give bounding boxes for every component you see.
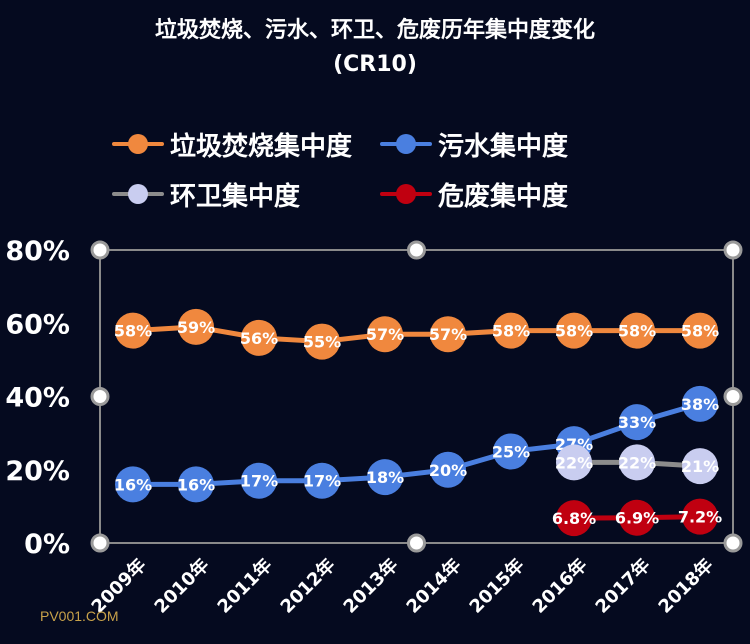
resize-handle (90, 533, 110, 553)
legend-symbol-sewage (380, 134, 432, 154)
x-tick-label: 2017年 (591, 554, 655, 618)
data-label-sewage: 33% (618, 413, 656, 432)
data-label-waste-incineration: 59% (177, 318, 215, 337)
resize-handle (723, 533, 743, 553)
data-point-sanitation (556, 444, 592, 481)
series-sewage: 16%16%17%17%18%20%25%27%33%38% (114, 385, 719, 503)
chart-title-line1: 垃圾焚烧、污水、环卫、危废历年集中度变化 (154, 18, 595, 43)
y-tick-label: 80% (5, 236, 70, 267)
x-tick-label: 2018年 (654, 554, 718, 618)
data-label-waste-incineration: 58% (555, 322, 593, 341)
data-point-waste-incineration (241, 319, 277, 356)
data-point-sanitation (682, 448, 718, 485)
data-point-hazardous-waste (556, 500, 592, 537)
data-point-sewage (619, 404, 655, 441)
legend-symbol-sanitation (112, 184, 164, 204)
data-label-sewage: 20% (429, 461, 467, 480)
series-waste-incineration: 58% 59% 56% 55% 57% 57% 58% 58% 58% 58% (114, 308, 719, 360)
data-label-sewage: 16% (114, 475, 152, 494)
data-point-waste-incineration (493, 312, 529, 349)
y-tick-label: 40% (5, 383, 70, 414)
resize-handle (723, 240, 743, 260)
data-label-sanitation: 22% (555, 453, 593, 472)
legend-item-waste-incineration[interactable]: 垃圾焚烧集中度 (112, 124, 352, 164)
data-label-waste-incineration: 57% (429, 325, 467, 344)
watermark: PV001.COM (40, 608, 119, 624)
data-point-sewage (367, 459, 403, 496)
data-label-hazardous-waste: 7.2% (678, 508, 722, 527)
data-label-waste-incineration: 55% (303, 333, 341, 352)
data-label-waste-incineration: 58% (618, 322, 656, 341)
data-point-waste-incineration (115, 312, 151, 349)
resize-handle (407, 240, 426, 260)
resize-handle (90, 387, 110, 406)
data-point-sewage (430, 451, 466, 488)
resize-handle (407, 533, 426, 553)
data-point-waste-incineration (556, 312, 592, 349)
series-sanitation: 22% 22% 21% (555, 444, 719, 485)
data-label-waste-incineration: 58% (492, 322, 530, 341)
x-tick-label: 2015年 (465, 554, 529, 618)
series-hazardous-waste: 6.8% 6.9% 7.2% (552, 498, 722, 537)
data-label-sanitation: 22% (618, 453, 656, 472)
legend-label-waste-incineration: 垃圾焚烧集中度 (170, 131, 353, 162)
y-tick-label: 60% (5, 309, 70, 340)
x-tick-label: 2010年 (150, 554, 214, 618)
resize-handle (90, 240, 110, 260)
legend-item-hazardous-waste[interactable]: 危废集中度 (380, 174, 568, 214)
data-label-sewage: 17% (303, 472, 341, 491)
data-label-sanitation: 21% (681, 457, 719, 476)
chart-title-line2: (CR10) (333, 52, 417, 77)
data-point-hazardous-waste (619, 499, 655, 536)
data-point-waste-incineration (619, 312, 655, 349)
data-label-sewage: 25% (492, 442, 530, 461)
data-point-hazardous-waste (682, 498, 718, 535)
x-tick-label: 2011年 (213, 554, 277, 618)
resize-handle (723, 387, 743, 406)
data-point-waste-incineration (430, 316, 466, 353)
legend-label-sanitation: 环卫集中度 (170, 181, 301, 212)
data-label-waste-incineration: 56% (240, 329, 278, 348)
data-point-sanitation (619, 444, 655, 481)
legend-label-sewage: 污水集中度 (438, 131, 569, 162)
data-point-waste-incineration (304, 323, 340, 360)
data-point-sewage (178, 466, 214, 503)
data-label-waste-incineration: 58% (681, 322, 719, 341)
data-label-sewage: 16% (177, 475, 215, 494)
series-line-waste-incineration (132, 324, 700, 345)
data-label-waste-incineration: 57% (366, 325, 404, 344)
data-point-sewage (115, 466, 151, 503)
x-tick-label: 2012年 (276, 554, 340, 618)
data-point-sewage (682, 385, 718, 422)
data-label-waste-incineration: 58% (114, 322, 152, 341)
legend-item-sanitation[interactable]: 环卫集中度 (112, 174, 300, 214)
x-tick-label: 2014年 (402, 554, 466, 618)
x-tick-label: 2016年 (528, 554, 592, 618)
data-label-hazardous-waste: 6.9% (615, 509, 659, 528)
data-point-waste-incineration (178, 308, 214, 345)
data-point-sewage (241, 462, 277, 499)
data-point-sewage (493, 433, 529, 470)
data-label-hazardous-waste: 6.8% (552, 509, 596, 528)
y-tick-label: 0% (24, 529, 70, 560)
legend-item-sewage[interactable]: 污水集中度 (380, 124, 568, 164)
legend-symbol-waste-incineration (112, 134, 164, 154)
legend-symbol-hazardous-waste (380, 184, 432, 204)
legend-label-hazardous-waste: 危废集中度 (438, 181, 569, 212)
x-tick-label: 2013年 (339, 554, 403, 618)
data-point-waste-incineration (682, 312, 718, 349)
data-label-sewage: 18% (366, 468, 404, 487)
y-tick-label: 20% (5, 456, 70, 487)
data-point-sewage (304, 462, 340, 499)
series-line-sewage (133, 401, 701, 487)
data-point-waste-incineration (367, 316, 403, 353)
data-label-sewage: 38% (681, 395, 719, 414)
data-label-sewage: 17% (240, 472, 278, 491)
chart-title: 垃圾焚烧、污水、环卫、危废历年集中度变化 (CR10) (0, 14, 750, 82)
